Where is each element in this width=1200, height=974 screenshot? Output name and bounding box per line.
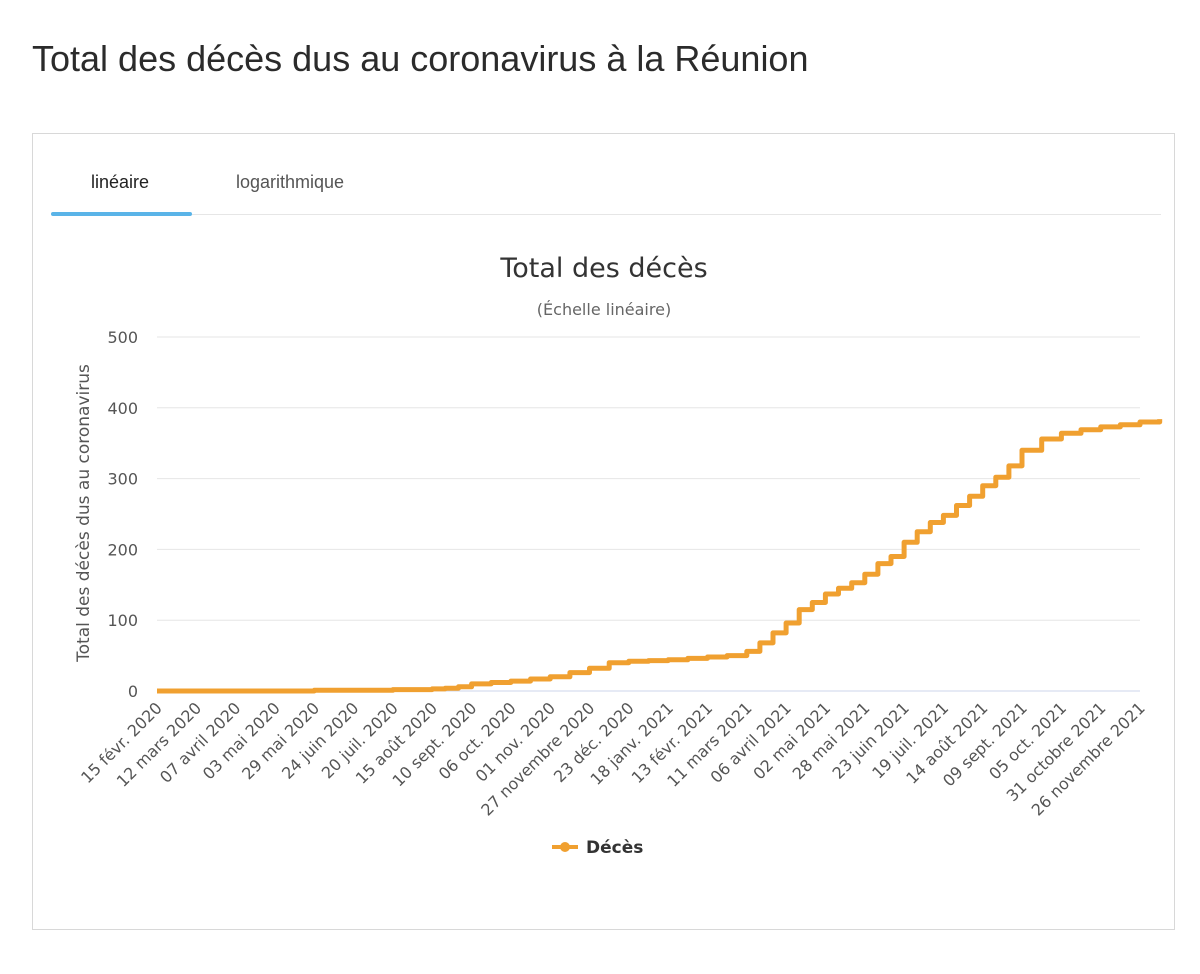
chart-subtitle: (Échelle linéaire) (537, 300, 671, 319)
y-axis-label: Total des décès dus au coronavirus (74, 364, 94, 663)
scale-tabs: linéaire logarithmique (51, 134, 1161, 216)
y-tick-label: 400 (107, 399, 138, 418)
y-tick-label: 0 (128, 682, 138, 701)
gridlines (157, 336, 1140, 692)
y-tick-label: 300 (107, 470, 138, 489)
legend[interactable]: Décès (552, 838, 643, 858)
legend-label-deces: Décès (586, 838, 643, 858)
active-tab-indicator (51, 212, 192, 216)
legend-swatch-marker (560, 842, 570, 852)
series-layer (157, 419, 1163, 694)
page-title: Total des décès dus au coronavirus à la … (32, 38, 809, 79)
y-axis-ticks: 0 100 200 300 400 500 (107, 328, 138, 701)
y-tick-label: 500 (107, 328, 138, 347)
tab-logarithmique[interactable]: logarithmique (236, 172, 345, 192)
y-tick-label: 100 (107, 611, 138, 630)
tab-lineaire[interactable]: linéaire (91, 172, 150, 192)
series-line-deces[interactable] (157, 419, 1163, 694)
y-tick-label: 200 (107, 540, 138, 559)
chart-title: Total des décès (499, 253, 707, 284)
chart-panel: linéaire logarithmique (32, 133, 1175, 930)
